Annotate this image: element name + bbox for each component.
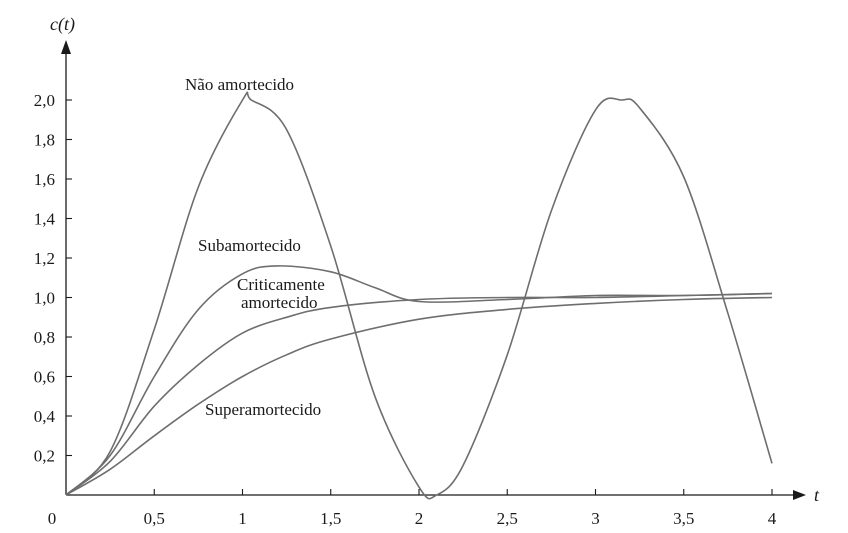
x-tick-label: 3: [591, 509, 600, 528]
y-tick-label: 0,2: [34, 447, 55, 466]
underdamped-curve: [65, 265, 773, 496]
y-tick-label: 0,4: [34, 407, 56, 426]
y-tick-label: 2,0: [34, 91, 55, 110]
x-tick-label: 0: [48, 509, 57, 528]
series-label-critically-damped: Criticamente amortecido: [237, 275, 325, 312]
x-tick-label: 2: [415, 509, 424, 528]
y-tick-label: 1,4: [34, 210, 56, 229]
y-axis-arrow-icon: [61, 40, 71, 54]
series-label-overdamped: Superamortecido: [205, 400, 321, 419]
critically-damped-curve: [65, 292, 773, 496]
y-tick-label: 1,6: [34, 170, 55, 189]
y-ticks: 0,2 0,4 0,6 0,8 1,0 1,2 1,4 1,6 1,8 2,0: [34, 91, 72, 466]
x-tick-label: 3,5: [673, 509, 694, 528]
y-tick-label: 0,6: [34, 368, 55, 387]
x-tick-label: 4: [768, 509, 777, 528]
x-tick-label: 0,5: [144, 509, 165, 528]
curves: [65, 91, 773, 500]
overdamped-curve: [65, 296, 773, 496]
x-tick-label: 2,5: [497, 509, 518, 528]
x-ticks: 0 0,5 1 1,5 2 2,5 3 3,5 4: [48, 489, 777, 528]
x-axis-arrow-icon: [793, 490, 806, 500]
y-axis-label: c(t): [50, 14, 75, 35]
y-tick-label: 0,8: [34, 328, 55, 347]
undamped-curve: [65, 91, 773, 500]
y-tick-label: 1,0: [34, 289, 55, 308]
series-label-critically-damped-line2: amortecido: [241, 293, 317, 312]
y-tick-label: 1,8: [34, 131, 55, 150]
x-axis-label: t: [814, 485, 820, 505]
axes: [61, 40, 806, 500]
series-label-critically-damped-line1: Criticamente: [237, 275, 325, 294]
x-tick-label: 1,5: [320, 509, 341, 528]
x-tick-label: 1: [238, 509, 247, 528]
series-label-underdamped: Subamortecido: [198, 236, 301, 255]
y-tick-label: 1,2: [34, 249, 55, 268]
series-label-undamped: Não amortecido: [185, 75, 294, 94]
